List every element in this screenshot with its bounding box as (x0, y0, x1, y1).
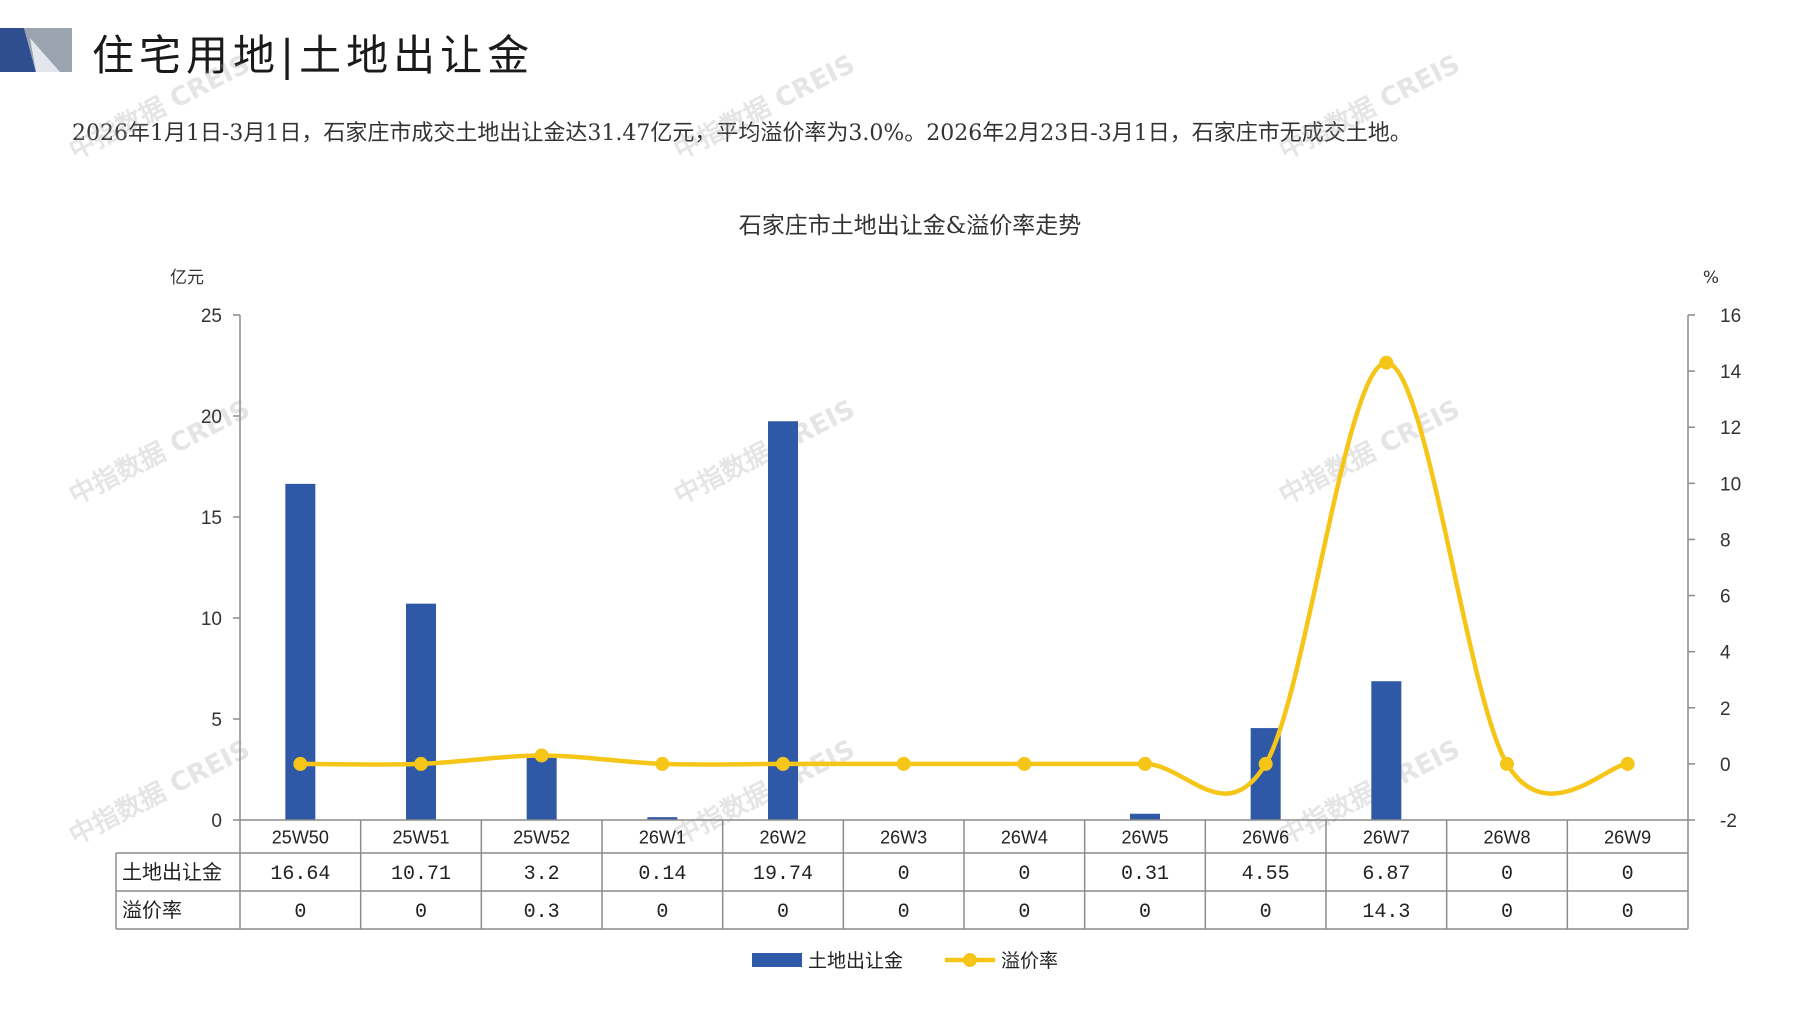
line-series (293, 355, 1635, 796)
table-cell: 0 (1139, 901, 1151, 924)
summary-text: 2026年1月1日-3月1日，石家庄市成交土地出让金达31.47亿元，平均溢价率… (72, 121, 1412, 146)
table-cell: 0.3 (524, 901, 560, 924)
chart-title: 石家庄市土地出让金&溢价率走势 (739, 213, 1081, 239)
legend-label: 土地出让金 (808, 950, 903, 972)
x-category-label: 25W51 (392, 828, 449, 848)
table-cell: 0 (294, 901, 306, 924)
x-category-label: 26W2 (759, 828, 806, 848)
table-cell: 0 (415, 901, 427, 924)
table-cell: 0.31 (1121, 863, 1169, 886)
legend-line-marker (963, 953, 977, 967)
x-category-label: 26W5 (1121, 828, 1168, 848)
legend-label: 溢价率 (1001, 950, 1058, 972)
bar-land-revenue (406, 603, 436, 820)
axes: 0 5 10 15 20 25 -2 0 2 4 6 8 10 12 14 16 (201, 306, 1742, 832)
y-right-tick-label: 16 (1720, 306, 1741, 327)
watermark-text: 中指数据 CREIS (1275, 49, 1465, 166)
table-row-label: 土地出让金 (122, 860, 222, 884)
table-cell: 3.2 (524, 863, 560, 886)
x-category-label: 26W8 (1483, 828, 1530, 848)
premium-rate-point (1017, 756, 1032, 771)
watermark-text: 中指数据 CREIS (65, 394, 255, 511)
y-right-tick-label: 2 (1720, 699, 1731, 720)
table-cell: 0 (898, 863, 910, 886)
watermark-text: 中指数据 CREIS (65, 49, 255, 166)
x-category-label: 26W9 (1604, 828, 1651, 848)
x-category-label: 25W52 (513, 828, 570, 848)
table-cell: 0 (1501, 863, 1513, 886)
premium-rate-point (655, 756, 670, 771)
y-right-tick-label: 4 (1720, 643, 1731, 664)
y-right-tick-label: 10 (1720, 474, 1741, 495)
y-right-tick-label: 6 (1720, 587, 1731, 608)
y-right-tick-label: -2 (1720, 811, 1737, 832)
page-title: 住宅用地|土地出让金 (92, 31, 535, 80)
premium-rate-point (293, 756, 308, 771)
y-right-tick-label: 14 (1720, 362, 1742, 383)
y-right-tick-label: 0 (1720, 755, 1731, 776)
x-category-label: 26W3 (880, 828, 927, 848)
table-cell: 10.71 (391, 863, 451, 886)
bar-series (285, 421, 1402, 820)
y-left-tick-label: 20 (201, 407, 222, 428)
logo-light-shape (30, 38, 60, 72)
table-cell: 6.87 (1362, 863, 1410, 886)
bar-land-revenue (1130, 813, 1160, 820)
table-cell: 16.64 (270, 863, 330, 886)
x-category-label: 25W50 (272, 828, 329, 848)
table-cell: 0 (1018, 901, 1030, 924)
table-cell: 14.3 (1362, 901, 1410, 924)
table-cell: 0 (656, 901, 668, 924)
watermark-text: 中指数据 CREIS (670, 49, 860, 166)
table-cell: 19.74 (753, 863, 813, 886)
y-left-tick-label: 5 (211, 710, 222, 731)
y-left-unit-label: 亿元 (170, 268, 204, 288)
y-left-tick-label: 10 (201, 609, 222, 630)
y-left-tick-label: 15 (201, 508, 222, 529)
premium-rate-point (414, 756, 428, 771)
bar-land-revenue (526, 755, 557, 820)
legend: 土地出让金 溢价率 (752, 950, 1058, 972)
bar-land-revenue (647, 817, 678, 820)
x-category-label: 26W7 (1363, 828, 1410, 848)
premium-rate-point (1620, 756, 1635, 771)
table-cell: 0 (1260, 901, 1272, 924)
y-right-tick-label: 8 (1720, 530, 1731, 551)
premium-rate-point (896, 756, 911, 771)
data-table: 25W50 25W51 25W52 26W1 26W2 26W3 26W4 26W5 26W6 2… (115, 819, 1689, 930)
legend-bar-swatch (752, 953, 802, 967)
x-category-label: 26W6 (1242, 828, 1289, 848)
table-cell: 0 (1501, 901, 1513, 924)
premium-rate-point (1138, 756, 1152, 771)
table-cell: 0 (1018, 863, 1030, 886)
premium-rate-line (298, 360, 1630, 796)
table-cell: 0 (1622, 901, 1634, 924)
bar-land-revenue (768, 421, 798, 820)
table-cell: 4.55 (1242, 863, 1290, 886)
table-cell: 0 (777, 901, 789, 924)
x-category-label: 26W4 (1001, 828, 1048, 848)
bar-land-revenue (1371, 681, 1402, 820)
y-right-tick-label: 12 (1720, 418, 1741, 439)
watermark-text: 中指数据 CREIS (670, 394, 860, 511)
x-category-label: 26W1 (639, 828, 686, 848)
table-row-label: 溢价率 (122, 898, 182, 922)
y-left-tick-label: 0 (211, 811, 222, 832)
brand-logo (0, 28, 72, 72)
premium-rate-point (534, 748, 549, 763)
table-cell: 0 (898, 901, 910, 924)
table-cell: 0.14 (638, 863, 686, 886)
watermark-text: 中指数据 CREIS (65, 734, 255, 851)
premium-rate-point (1258, 756, 1273, 771)
y-left-tick-label: 25 (201, 306, 222, 327)
table-cell: 0 (1622, 863, 1634, 886)
premium-rate-point (776, 756, 790, 771)
premium-rate-point (1500, 756, 1514, 771)
y-right-unit-label: % (1703, 268, 1719, 288)
premium-rate-point (1379, 355, 1394, 370)
